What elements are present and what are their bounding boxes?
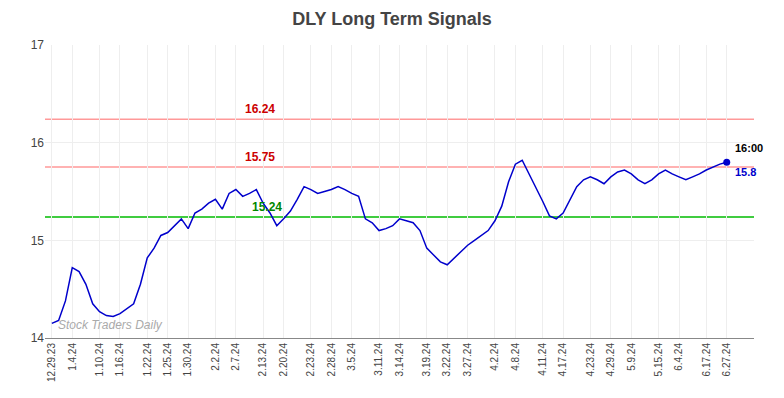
svg-text:DLY Long Term Signals: DLY Long Term Signals [292, 9, 492, 29]
svg-text:16.24: 16.24 [245, 102, 275, 116]
svg-text:1.16.24: 1.16.24 [114, 343, 125, 377]
svg-text:1.10.24: 1.10.24 [94, 343, 105, 377]
svg-text:2.20.24: 2.20.24 [278, 343, 289, 377]
svg-text:5.15.24: 5.15.24 [653, 343, 664, 377]
svg-text:3.11.24: 3.11.24 [373, 343, 384, 376]
svg-text:2.23.24: 2.23.24 [305, 343, 316, 377]
svg-text:16: 16 [31, 136, 45, 150]
svg-text:2.7.24: 2.7.24 [230, 343, 241, 371]
svg-text:2.13.24: 2.13.24 [257, 343, 268, 377]
svg-text:1.22.24: 1.22.24 [142, 343, 153, 377]
svg-text:6.17.24: 6.17.24 [701, 343, 712, 377]
svg-text:17: 17 [31, 38, 45, 52]
svg-text:15: 15 [31, 234, 45, 248]
svg-text:15.24: 15.24 [252, 200, 282, 214]
svg-text:15.8: 15.8 [735, 166, 756, 178]
svg-text:5.9.24: 5.9.24 [626, 343, 637, 371]
svg-text:15.75: 15.75 [245, 150, 275, 164]
svg-text:1.4.24: 1.4.24 [67, 343, 78, 371]
svg-text:12.29.23: 12.29.23 [46, 343, 57, 382]
svg-text:3.14.24: 3.14.24 [394, 343, 405, 377]
svg-text:3.22.24: 3.22.24 [441, 343, 452, 377]
svg-text:2.28.24: 2.28.24 [326, 343, 337, 377]
svg-text:6.27.24: 6.27.24 [721, 343, 732, 377]
svg-text:3.27.24: 3.27.24 [462, 343, 473, 377]
svg-text:3.19.24: 3.19.24 [421, 343, 432, 377]
svg-text:1.30.24: 1.30.24 [182, 343, 193, 377]
svg-text:6.4.24: 6.4.24 [673, 343, 684, 371]
svg-text:4.2.24: 4.2.24 [489, 343, 500, 371]
svg-text:4.8.24: 4.8.24 [510, 343, 521, 371]
svg-text:16:00: 16:00 [735, 142, 763, 154]
svg-text:1.25.24: 1.25.24 [162, 343, 173, 377]
svg-text:14: 14 [31, 331, 45, 345]
svg-text:3.5.24: 3.5.24 [346, 343, 357, 371]
svg-text:2.2.24: 2.2.24 [210, 343, 221, 371]
svg-text:Stock Traders Daily: Stock Traders Daily [58, 318, 163, 332]
svg-text:4.17.24: 4.17.24 [557, 343, 568, 377]
svg-text:4.29.24: 4.29.24 [605, 343, 616, 377]
svg-text:4.11.24: 4.11.24 [537, 343, 548, 376]
svg-text:4.23.24: 4.23.24 [585, 343, 596, 377]
